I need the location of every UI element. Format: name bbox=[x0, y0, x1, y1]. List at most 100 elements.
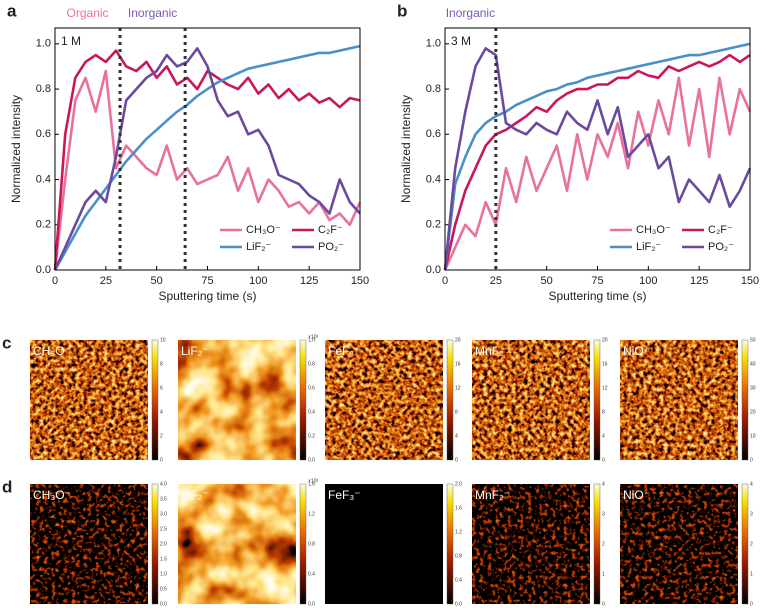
map-label: CH₃O⁻ bbox=[33, 488, 71, 502]
colorbar-exponent: ×10³ bbox=[308, 334, 318, 340]
colorbar-tick-label: 3 bbox=[750, 511, 753, 517]
y-tick-label: 0.8 bbox=[36, 83, 51, 95]
legend-label: LiF₂⁻ bbox=[246, 241, 272, 253]
colorbar-tick-label: 4.0 bbox=[160, 481, 167, 487]
y-tick-label: 0.2 bbox=[36, 219, 51, 231]
colorbar-tick-label: 0 bbox=[160, 457, 163, 463]
series-line bbox=[53, 69, 362, 271]
note: 3 M bbox=[451, 34, 471, 48]
heatmap-image bbox=[620, 484, 738, 604]
colorbar-tick-label: 20 bbox=[750, 409, 756, 415]
colorbar-tick-label: 0 bbox=[750, 457, 753, 463]
colorbar-tick-label: 0.0 bbox=[160, 601, 167, 607]
colorbar-tick-label: 1 bbox=[602, 571, 605, 577]
heatmap-image bbox=[472, 484, 590, 604]
colorbar-tick-label: 3.5 bbox=[160, 496, 167, 502]
colorbar-tick-label: 0.5 bbox=[160, 586, 167, 592]
colorbar-tick-label: 0.6 bbox=[308, 385, 315, 391]
panel-label: b bbox=[397, 1, 407, 20]
colorbar-tick-label: 0.8 bbox=[455, 553, 462, 559]
y-tick-label: 0.6 bbox=[36, 128, 51, 140]
map-label: FeF₃⁻ bbox=[328, 488, 361, 502]
colorbar-tick-label: 0 bbox=[455, 457, 458, 463]
colorbar-tick-label: 0 bbox=[750, 601, 753, 607]
colorbar-tick-label: 8 bbox=[160, 361, 163, 367]
colorbar-tick-label: 0 bbox=[602, 601, 605, 607]
colorbar-tick-label: 1.2 bbox=[455, 529, 462, 535]
map-label: MnF₂⁻ bbox=[475, 488, 510, 502]
colorbar-tick-label: 4 bbox=[750, 481, 753, 487]
heatmap-image bbox=[325, 484, 443, 604]
colorbar-tick-label: 2 bbox=[602, 541, 605, 547]
panel-label: c bbox=[2, 333, 11, 352]
colorbar-tick-label: 0.4 bbox=[308, 571, 315, 577]
x-tick-label: 125 bbox=[690, 275, 708, 287]
colorbar-tick-label: 4 bbox=[160, 409, 163, 415]
colorbar-tick-label: 20 bbox=[455, 337, 461, 343]
x-tick-label: 0 bbox=[52, 275, 58, 287]
x-tick-label: 75 bbox=[591, 275, 603, 287]
panel-label: d bbox=[2, 477, 12, 496]
colorbar-tick-label: 16 bbox=[455, 361, 461, 367]
colorbar bbox=[446, 483, 454, 605]
y-tick-label: 1.0 bbox=[426, 38, 441, 50]
x-tick-label: 25 bbox=[490, 275, 502, 287]
colorbar-tick-label: 0.4 bbox=[455, 577, 462, 583]
colorbar-tick-label: 0.4 bbox=[308, 409, 315, 415]
x-tick-label: 50 bbox=[541, 275, 553, 287]
legend-label: CH₃O⁻ bbox=[246, 224, 281, 236]
colorbar-tick-label: 0.0 bbox=[455, 601, 462, 607]
colorbar-tick-label: 4 bbox=[602, 481, 605, 487]
heatmap-image bbox=[325, 340, 443, 460]
series-line bbox=[53, 47, 361, 271]
region-label: Inorganic bbox=[446, 6, 495, 20]
colorbar-tick-label: 1.6 bbox=[455, 505, 462, 511]
colorbar-tick-label: 6 bbox=[160, 385, 163, 391]
colorbar-tick-label: 0.8 bbox=[308, 541, 315, 547]
series-line bbox=[53, 49, 361, 271]
legend-label: LiF₂⁻ bbox=[636, 241, 662, 253]
colorbar-tick-label: 8 bbox=[602, 409, 605, 415]
x-tick-label: 150 bbox=[351, 275, 369, 287]
colorbar bbox=[299, 339, 307, 461]
heatmap-image bbox=[30, 484, 148, 604]
colorbar-tick-label: 8 bbox=[455, 409, 458, 415]
colorbar-tick-label: 40 bbox=[750, 361, 756, 367]
colorbar-tick-label: 2.0 bbox=[455, 481, 462, 487]
region-label: Organic bbox=[67, 6, 109, 20]
region-label: Inorganic bbox=[128, 6, 177, 20]
colorbar bbox=[299, 483, 307, 605]
series-line bbox=[443, 42, 751, 271]
y-tick-label: 0.2 bbox=[426, 219, 441, 231]
colorbar bbox=[151, 483, 159, 605]
legend-label: PO₂⁻ bbox=[708, 241, 734, 253]
x-tick-label: 0 bbox=[442, 275, 448, 287]
colorbar-tick-label: 2 bbox=[750, 541, 753, 547]
y-tick-label: 0.6 bbox=[426, 128, 441, 140]
colorbar bbox=[151, 339, 159, 461]
x-tick-label: 25 bbox=[100, 275, 112, 287]
colorbar-tick-label: 0 bbox=[602, 457, 605, 463]
heatmap-image bbox=[178, 484, 296, 604]
colorbar-tick-label: 3 bbox=[602, 511, 605, 517]
x-tick-label: 100 bbox=[639, 275, 657, 287]
legend-label: C₂F⁻ bbox=[708, 224, 733, 236]
colorbar-tick-label: 2 bbox=[160, 433, 163, 439]
plot-frame bbox=[444, 27, 751, 271]
colorbar-tick-label: 2.0 bbox=[160, 541, 167, 547]
x-tick-label: 50 bbox=[151, 275, 163, 287]
colorbar-tick-label: 0.8 bbox=[308, 361, 315, 367]
y-axis-label: Normalized intensity bbox=[9, 95, 23, 203]
note: 1 M bbox=[61, 34, 81, 48]
y-axis-label: Normalized intensity bbox=[399, 95, 413, 203]
y-tick-label: 0.4 bbox=[36, 173, 51, 185]
heatmap-image bbox=[30, 340, 148, 460]
colorbar bbox=[446, 339, 454, 461]
x-axis-label: Sputtering time (s) bbox=[158, 289, 256, 303]
x-tick-label: 100 bbox=[249, 275, 267, 287]
x-tick-label: 75 bbox=[201, 275, 213, 287]
colorbar bbox=[741, 483, 749, 605]
map-label: NiO⁻ bbox=[623, 488, 650, 502]
map-label: LiF₂⁻ bbox=[181, 488, 209, 502]
colorbar-tick-label: 20 bbox=[602, 337, 608, 343]
